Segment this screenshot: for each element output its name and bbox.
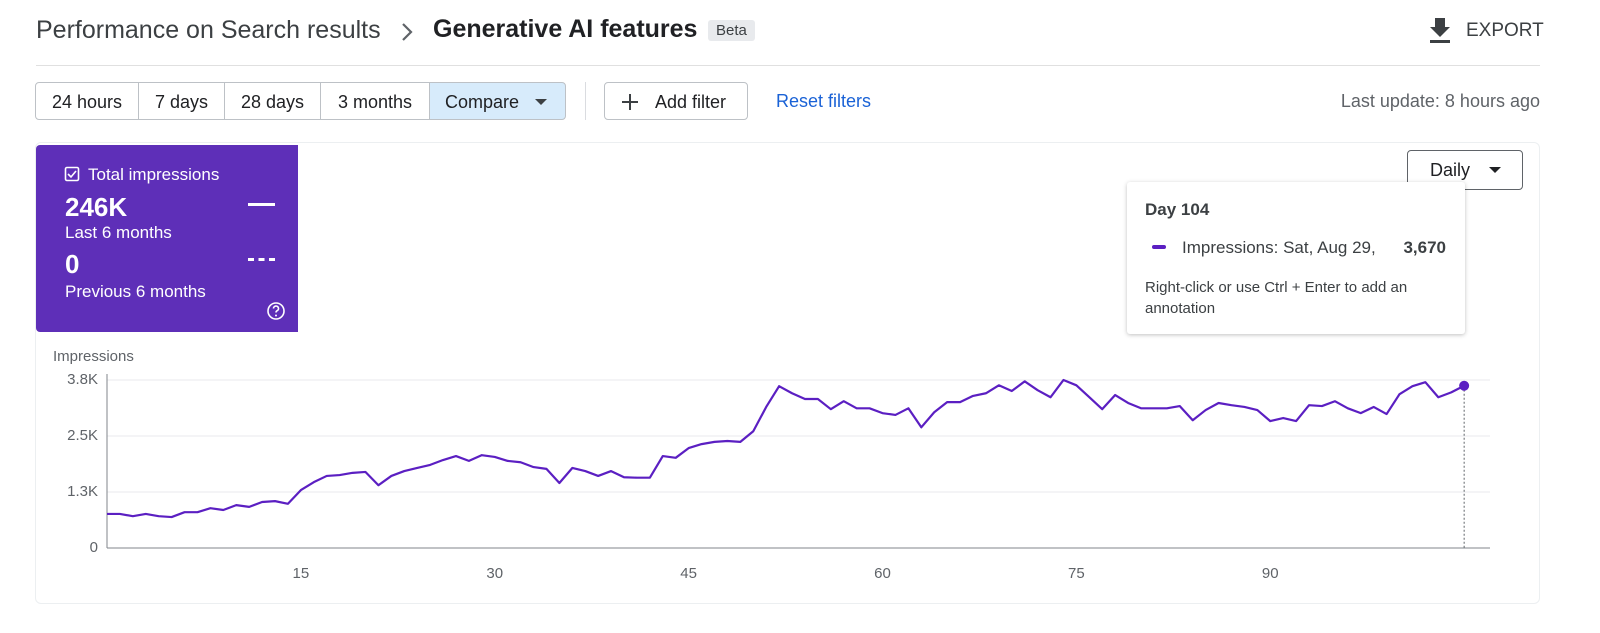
- metric-value: 246K: [65, 192, 128, 222]
- range-button[interactable]: 24 hours: [35, 82, 139, 120]
- x-tick-label: 15: [293, 565, 310, 582]
- separator: [585, 82, 586, 120]
- add-filter-button[interactable]: Add filter: [604, 82, 748, 120]
- tooltip-label: Impressions: Sat, Aug 29,: [1182, 238, 1376, 257]
- page-title: Generative AI features: [433, 15, 698, 43]
- x-tick-label: 45: [680, 565, 697, 582]
- granularity-label: Daily: [1430, 160, 1471, 180]
- plus-icon: [622, 94, 638, 110]
- last-update: Last update: 8 hours ago: [1340, 91, 1540, 111]
- y-tick-label: 0: [90, 539, 98, 556]
- y-tick-label: 1.3K: [67, 483, 98, 500]
- metric-label: Total impressions: [88, 165, 220, 184]
- divider: [36, 65, 1540, 66]
- compare-button[interactable]: Compare: [429, 82, 566, 120]
- checkbox-icon: [64, 166, 80, 182]
- y-tick-label: 3.8K: [67, 371, 98, 388]
- dropdown-arrow: [1489, 167, 1501, 173]
- tooltip-title: Day 104: [1145, 200, 1210, 219]
- hover-point: [1459, 380, 1470, 391]
- tooltip-hint: Right-click or use Ctrl + Enter to add a…: [1145, 279, 1408, 317]
- dropdown-arrow: [535, 99, 547, 105]
- chart-panel: [35, 142, 1540, 604]
- compare-label: Compare: [445, 92, 520, 112]
- x-tick-label: 30: [486, 565, 503, 582]
- beta-badge: Beta: [708, 20, 755, 41]
- y-axis-label: Impressions: [53, 348, 134, 365]
- legend-dashed: [248, 258, 275, 261]
- granularity-select[interactable]: Daily: [1407, 150, 1523, 190]
- export-button[interactable]: EXPORT: [1466, 20, 1544, 41]
- metric-period: Last 6 months: [65, 223, 172, 242]
- y-tick-label: 2.5K: [67, 427, 98, 444]
- range-button[interactable]: 3 months: [320, 82, 430, 120]
- add-filter-label: Add filter: [655, 92, 727, 112]
- reset-filters[interactable]: Reset filters: [776, 91, 872, 111]
- metric-card[interactable]: Total impressions 246K Last 6 months 0 P…: [36, 145, 298, 332]
- x-tick-label: 60: [874, 565, 891, 582]
- download-icon[interactable]: [1428, 16, 1454, 44]
- tooltip-value: 3,670: [1403, 238, 1446, 257]
- metric-previous-period: Previous 6 months: [65, 282, 206, 301]
- breadcrumb[interactable]: Performance on Search results: [36, 16, 381, 44]
- legend-solid: [248, 203, 275, 206]
- metric-previous-value: 0: [65, 249, 80, 279]
- x-tick-label: 90: [1262, 565, 1279, 582]
- tooltip-swatch: [1152, 245, 1166, 249]
- line: [107, 378, 1465, 519]
- tooltip: Day 104 Impressions: Sat, Aug 29, 3,670 …: [1127, 182, 1465, 334]
- chevron: [402, 23, 413, 41]
- x-tick-label: 75: [1068, 565, 1085, 582]
- help-icon[interactable]: [266, 301, 286, 321]
